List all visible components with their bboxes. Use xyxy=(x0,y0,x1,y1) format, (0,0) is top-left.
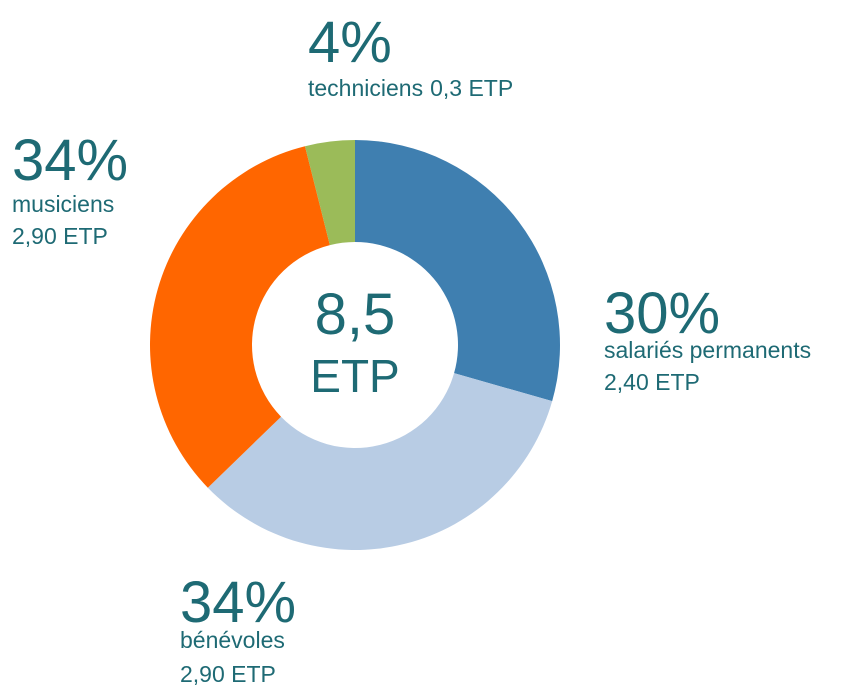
etp-label: 2,40 ETP xyxy=(604,369,700,395)
etp-label: 0,3 ETP xyxy=(430,75,513,101)
etp-label: 2,90 ETP xyxy=(12,223,108,249)
percent-label: 34% xyxy=(12,128,128,193)
center-unit: ETP xyxy=(310,350,399,402)
center-value: 8,5 xyxy=(315,282,396,347)
etp-label: 2,90 ETP xyxy=(180,661,276,687)
donut-slice xyxy=(207,373,553,550)
percent-label: 30% xyxy=(604,281,720,346)
donut-slice xyxy=(304,140,355,246)
donut-slice xyxy=(150,146,330,488)
category-label: techniciens xyxy=(308,75,423,101)
percent-label: 34% xyxy=(180,570,296,635)
category-label: salariés permanents xyxy=(604,337,811,363)
donut-slice xyxy=(355,140,560,402)
category-label: bénévoles xyxy=(180,627,285,653)
percent-label: 4% xyxy=(308,10,392,75)
category-label: musiciens xyxy=(12,191,114,217)
